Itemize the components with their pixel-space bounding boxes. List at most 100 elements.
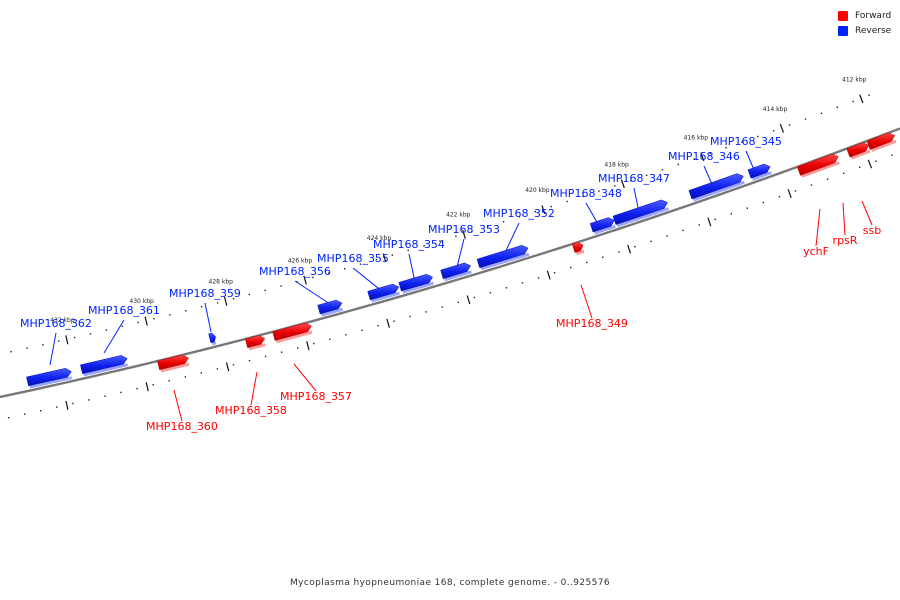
- scale-dot-outer: [788, 124, 791, 126]
- gene-label: MHP168_345: [710, 135, 782, 148]
- gene-shadow: [83, 363, 128, 377]
- scale-dot-outer: [137, 321, 139, 324]
- gene-label: MHP168_362: [20, 317, 92, 330]
- gene-rpsr[interactable]: [846, 142, 871, 160]
- scale-dot-outer: [645, 174, 648, 176]
- gene-mhp168-347[interactable]: [612, 199, 669, 228]
- gene-mhp168-361[interactable]: [80, 355, 128, 377]
- scale-dot-outer: [486, 225, 489, 228]
- scale-dot-inner: [136, 387, 138, 390]
- scale-tick-inner: [707, 217, 712, 227]
- gene-label: MHP168_354: [373, 238, 445, 251]
- gene-label: MHP168_358: [215, 404, 287, 417]
- scale-tick-label: 430 kbp: [129, 298, 154, 305]
- gene-mhp168-360[interactable]: [157, 354, 190, 373]
- gene-mhp168-352[interactable]: [476, 245, 530, 271]
- gene-shadow: [871, 139, 897, 152]
- scale-dot-inner: [409, 315, 411, 318]
- gene-body: [589, 217, 615, 233]
- scale-dot-inner: [216, 368, 219, 370]
- scale-dot-outer: [773, 130, 775, 132]
- scale-dot-outer: [232, 298, 235, 300]
- scale-dot-outer: [852, 100, 854, 103]
- scale-dot-inner: [232, 364, 235, 366]
- scale-dot-inner: [618, 251, 620, 253]
- scale-dot-inner: [280, 351, 283, 353]
- scale-tick-major: [779, 123, 784, 133]
- scale-dot-inner: [810, 184, 813, 186]
- scale-dot-inner: [746, 207, 748, 209]
- scale-dot-outer: [550, 205, 552, 208]
- scale-dot-outer: [471, 230, 473, 233]
- scale-dot-outer: [598, 190, 600, 192]
- scale-dot-inner: [843, 172, 845, 174]
- scale-tick-label: 420 kbp: [525, 187, 550, 194]
- gene-label: MHP168_353: [428, 223, 500, 236]
- scale-dot-outer: [804, 118, 807, 120]
- gene-label: MHP168_349: [556, 317, 628, 330]
- gene-mhp168-356[interactable]: [317, 299, 344, 317]
- scale-dot-inner: [88, 399, 90, 401]
- gene-body: [80, 355, 128, 375]
- scale-dot-inner: [698, 224, 700, 226]
- scale-dot-outer: [105, 329, 108, 331]
- scale-tick-inner: [386, 318, 390, 328]
- gene-shadow: [801, 161, 840, 178]
- gene-mhp168-358[interactable]: [244, 335, 266, 351]
- scale-dot-inner: [104, 395, 106, 397]
- gene-body: [866, 132, 896, 150]
- gene-mhp168-357[interactable]: [272, 322, 313, 344]
- gene-mhp168-353[interactable]: [440, 262, 472, 282]
- gene-shadow: [850, 149, 871, 160]
- scale-dot-outer: [169, 314, 171, 316]
- scale-dot-inner: [377, 325, 379, 327]
- leader-line: [815, 208, 821, 247]
- scale-dot-outer: [518, 216, 521, 218]
- gene-body: [244, 335, 266, 349]
- scale-tick-inner: [65, 400, 69, 410]
- scale-dot-outer: [216, 302, 219, 304]
- scale-dot-inner: [602, 256, 604, 258]
- scale-dot-inner: [826, 178, 829, 180]
- gene-shadow: [402, 281, 434, 294]
- scale-tick-inner: [466, 295, 471, 305]
- gene-mhp168-362[interactable]: [26, 368, 73, 389]
- gene-ssb[interactable]: [866, 132, 897, 152]
- scale-dot-inner: [425, 311, 427, 313]
- scale-dot-inner: [537, 277, 540, 279]
- gene-shadow: [480, 252, 530, 271]
- gene-mhp168-354[interactable]: [398, 273, 434, 294]
- gene-mhp168-346[interactable]: [688, 173, 745, 202]
- gene-label: ychF: [803, 245, 829, 258]
- scale-dot-inner: [120, 391, 122, 394]
- gene-body: [26, 368, 72, 387]
- gene-ychf[interactable]: [796, 153, 840, 178]
- gene-body: [208, 332, 216, 344]
- gene-shadow: [371, 291, 400, 303]
- scale-dot-outer: [677, 163, 679, 166]
- scale-dot-outer: [375, 258, 378, 261]
- tick-layer: 412 kbp 414 kbp 416 kbp 418 kbp 420 kbp 422 k…: [50, 77, 873, 410]
- scale-tick-label: 424 kbp: [367, 235, 392, 242]
- gene-body: [571, 241, 584, 253]
- scale-tick-inner: [787, 189, 792, 199]
- scale-dot-outer: [868, 94, 870, 96]
- gene-mhp168-355[interactable]: [367, 283, 400, 303]
- gene-mhp168-359[interactable]: [208, 332, 217, 346]
- scale-dot-inner: [634, 246, 636, 248]
- scale-dot-outer: [709, 152, 711, 155]
- gene-mhp168-348[interactable]: [589, 217, 616, 235]
- gene-label: MHP168_361: [88, 304, 160, 317]
- gene-shadow: [616, 207, 669, 228]
- gene-body: [846, 142, 870, 158]
- gene-label: MHP168_360: [146, 420, 218, 433]
- gene-body: [272, 322, 312, 341]
- gene-shadow: [160, 362, 190, 373]
- gene-mhp168-349[interactable]: [571, 241, 585, 256]
- scale-dot-outer: [42, 344, 44, 346]
- gene-mhp168-345[interactable]: [747, 163, 772, 181]
- scale-dot-outer: [407, 249, 409, 252]
- scale-dot-inner: [891, 154, 893, 156]
- scale-dot-outer: [344, 268, 346, 270]
